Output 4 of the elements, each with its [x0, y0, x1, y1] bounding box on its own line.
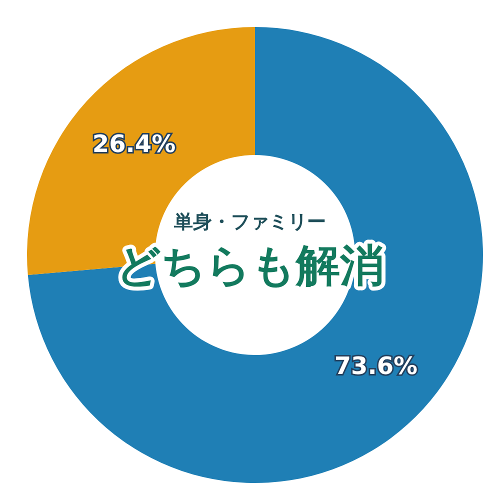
text: 単身・ファミリー: [173, 211, 326, 233]
data-label: 26.4%: [92, 130, 176, 158]
data-label: 73.6%: [334, 352, 418, 380]
donut-slice: [28, 27, 483, 483]
